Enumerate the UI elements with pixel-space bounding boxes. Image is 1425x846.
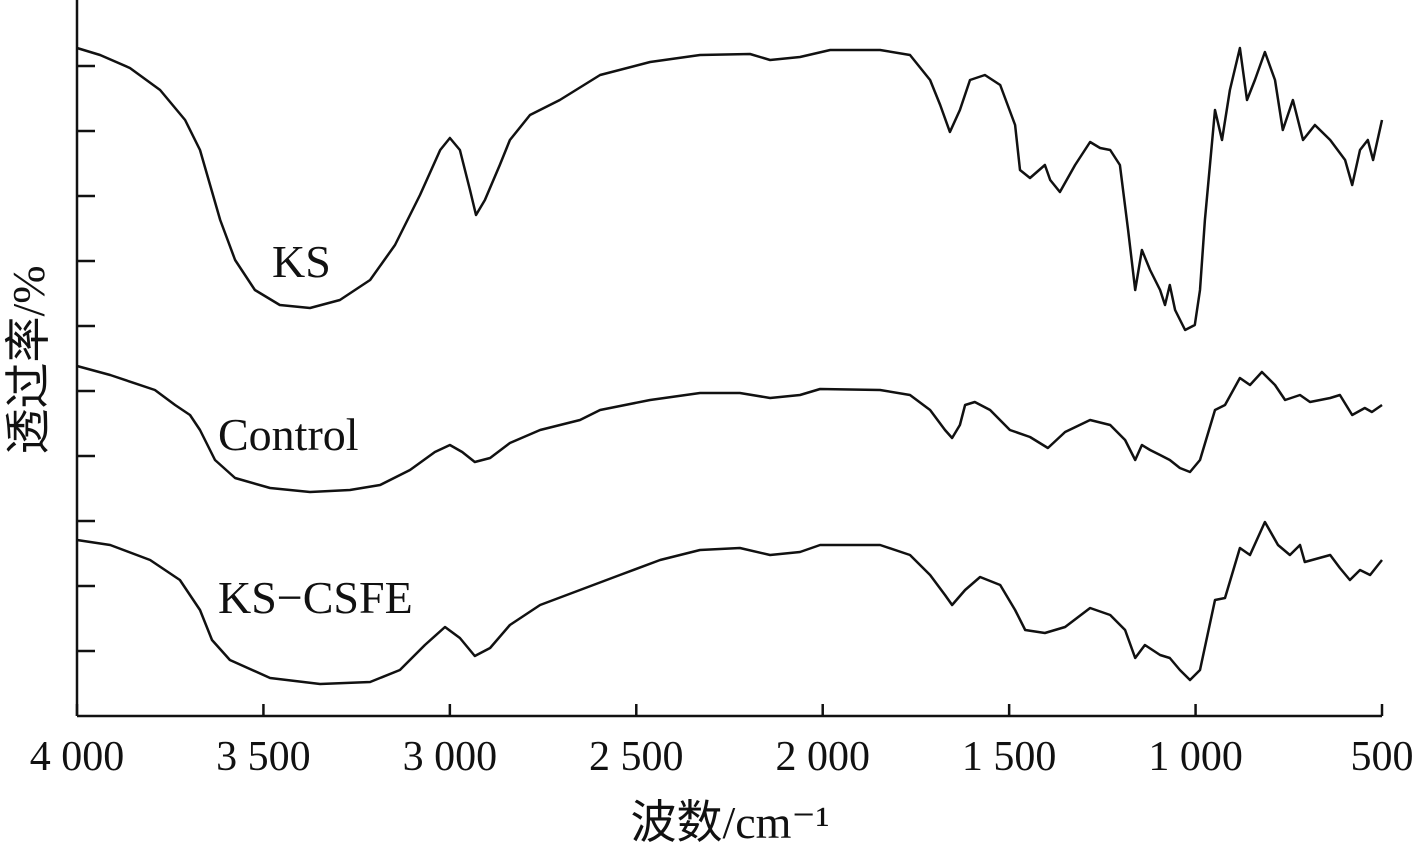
x-tick-label: 1 000	[1148, 734, 1243, 780]
x-tick-label: 1 500	[962, 734, 1057, 780]
series-label: KS	[272, 236, 331, 287]
spectrum-line	[76, 520, 1383, 686]
x-tick-label: 500	[1351, 734, 1414, 780]
x-tick-label: 3 000	[403, 734, 498, 780]
series-label: KS−CSFE	[218, 572, 413, 623]
x-tick-label: 2 000	[775, 734, 870, 780]
y-axis-title: 透过率/%	[3, 265, 54, 454]
spectrum-line	[76, 364, 1383, 494]
x-tick-label: 4 000	[30, 734, 125, 780]
spectrum-line	[76, 46, 1384, 332]
x-tick-label: 3 500	[216, 734, 311, 780]
x-tick-label: 2 500	[589, 734, 684, 780]
x-axis-title: 波数/cm⁻¹	[630, 797, 829, 846]
series-label: Control	[218, 409, 359, 460]
